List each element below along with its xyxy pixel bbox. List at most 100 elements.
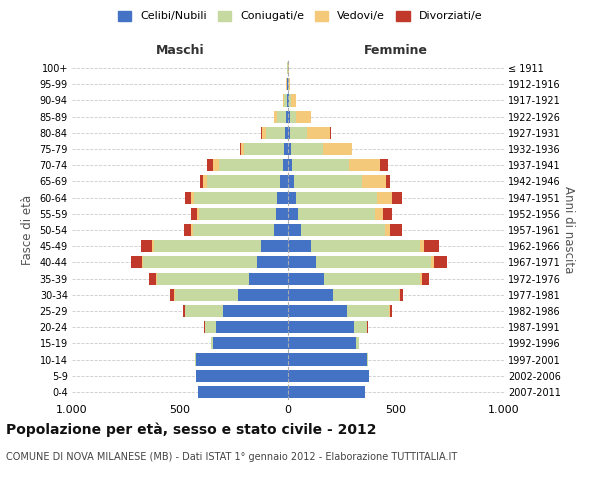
Bar: [149, 272, 157, 284]
Bar: [274, 110, 277, 122]
Bar: [211, 338, 214, 349]
Bar: [196, 354, 288, 366]
Bar: [288, 288, 333, 301]
Bar: [400, 288, 403, 301]
Bar: [287, 94, 288, 106]
Bar: [238, 288, 288, 301]
Bar: [205, 321, 215, 333]
Bar: [288, 256, 316, 268]
Bar: [292, 159, 349, 172]
Y-axis label: Anni di nascita: Anni di nascita: [562, 186, 575, 274]
Bar: [421, 240, 424, 252]
Bar: [288, 272, 324, 284]
Bar: [152, 240, 154, 252]
Bar: [296, 192, 377, 203]
Bar: [288, 224, 301, 236]
Bar: [424, 240, 439, 252]
Bar: [288, 321, 354, 333]
Bar: [301, 224, 385, 236]
Bar: [199, 386, 288, 398]
Bar: [266, 127, 286, 139]
Bar: [274, 224, 288, 236]
Bar: [283, 159, 288, 172]
Bar: [284, 143, 288, 155]
Bar: [219, 159, 283, 172]
Bar: [380, 159, 388, 172]
Bar: [330, 127, 331, 139]
Bar: [142, 256, 143, 268]
Bar: [390, 305, 392, 317]
Bar: [385, 224, 390, 236]
Bar: [191, 224, 193, 236]
Bar: [284, 94, 287, 106]
Bar: [203, 176, 207, 188]
Bar: [215, 321, 288, 333]
Bar: [399, 288, 400, 301]
Bar: [389, 305, 390, 317]
Bar: [288, 240, 311, 252]
Bar: [362, 176, 386, 188]
Bar: [288, 94, 289, 106]
Legend: Celibi/Nubili, Coniugati/e, Vedovi/e, Divorziati/e: Celibi/Nubili, Coniugati/e, Vedovi/e, Di…: [118, 10, 482, 22]
Bar: [367, 321, 368, 333]
Bar: [434, 256, 447, 268]
Bar: [154, 240, 261, 252]
Bar: [277, 192, 288, 203]
Bar: [289, 94, 291, 106]
Bar: [199, 208, 276, 220]
Bar: [241, 143, 244, 155]
Bar: [261, 240, 288, 252]
Bar: [290, 110, 296, 122]
Bar: [200, 176, 203, 188]
Y-axis label: Fasce di età: Fasce di età: [21, 195, 34, 265]
Bar: [333, 288, 399, 301]
Bar: [286, 127, 288, 139]
Bar: [375, 208, 383, 220]
Bar: [143, 256, 257, 268]
Bar: [288, 176, 294, 188]
Bar: [213, 159, 219, 172]
Bar: [277, 110, 286, 122]
Bar: [289, 78, 290, 90]
Bar: [347, 305, 389, 317]
Bar: [377, 192, 392, 203]
Bar: [356, 338, 359, 349]
Bar: [392, 192, 402, 203]
Bar: [262, 127, 266, 139]
Bar: [288, 305, 347, 317]
Bar: [288, 208, 298, 220]
Bar: [288, 354, 367, 366]
Bar: [288, 110, 290, 122]
Bar: [316, 256, 431, 268]
Bar: [296, 110, 311, 122]
Bar: [421, 272, 422, 284]
Bar: [244, 143, 284, 155]
Bar: [288, 143, 291, 155]
Bar: [157, 272, 249, 284]
Bar: [311, 240, 421, 252]
Bar: [383, 208, 392, 220]
Bar: [290, 127, 307, 139]
Bar: [207, 159, 213, 172]
Bar: [286, 110, 288, 122]
Bar: [141, 240, 152, 252]
Bar: [324, 272, 421, 284]
Text: COMUNE DI NOVA MILANESE (MB) - Dati ISTAT 1° gennaio 2012 - Elaborazione TUTTITA: COMUNE DI NOVA MILANESE (MB) - Dati ISTA…: [6, 452, 457, 462]
Bar: [182, 305, 185, 317]
Bar: [288, 338, 356, 349]
Bar: [223, 305, 288, 317]
Bar: [291, 143, 323, 155]
Bar: [170, 288, 174, 301]
Bar: [131, 256, 142, 268]
Bar: [288, 159, 292, 172]
Bar: [354, 321, 367, 333]
Bar: [349, 159, 380, 172]
Text: Femmine: Femmine: [364, 44, 428, 57]
Bar: [280, 176, 288, 188]
Bar: [422, 272, 430, 284]
Bar: [261, 127, 262, 139]
Bar: [204, 321, 205, 333]
Bar: [249, 272, 288, 284]
Text: Maschi: Maschi: [155, 44, 205, 57]
Bar: [184, 224, 191, 236]
